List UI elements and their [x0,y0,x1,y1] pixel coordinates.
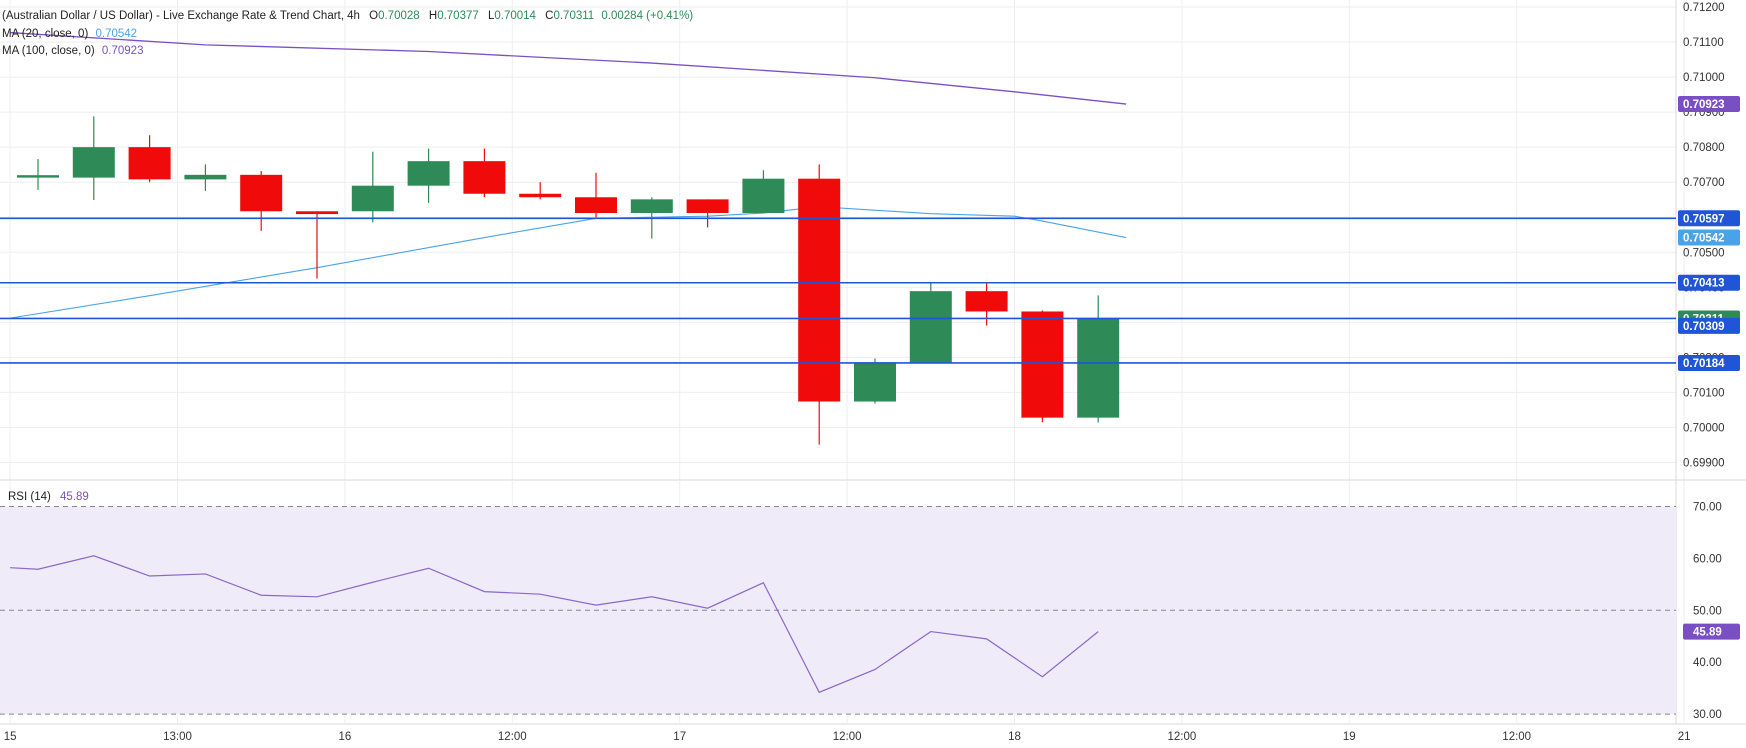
candle-body[interactable] [72,147,115,178]
candle-body[interactable] [17,175,59,178]
time-tick-label: 12:00 [833,731,862,743]
time-tick-label: 12:00 [1168,731,1197,743]
price-tick-label: 0.71200 [1683,2,1725,14]
ma100-label: MA (100, close, 0) [2,45,95,57]
candle-body[interactable] [798,178,841,402]
price-axis[interactable]: 0.712000.711000.710000.709000.708000.707… [1678,2,1740,469]
rsi-current-text: 45.89 [1693,627,1722,639]
price-tick-label: 0.70700 [1683,177,1725,189]
candle-body[interactable] [575,197,617,214]
time-tick-label: 15 [4,731,17,743]
candle-body[interactable] [630,199,673,214]
price-tick-label: 0.69900 [1683,457,1725,469]
time-tick-label: 17 [673,731,686,743]
price-tick-label: 0.70500 [1683,247,1725,259]
open-label: O [369,10,378,22]
time-tick-label: 16 [339,731,352,743]
price-label-box[interactable] [1678,274,1740,291]
time-tick-label: 19 [1343,731,1356,743]
rsi-legend[interactable]: RSI (14) 45.89 [8,491,89,503]
ma100-line [10,31,1127,105]
price-label-text: 0.70413 [1683,278,1725,290]
candle-body[interactable] [909,291,952,363]
time-tick-label: 13:00 [163,731,192,743]
open-value: 0.70028 [378,10,420,22]
close-value: 0.70311 [553,10,594,22]
ma20-legend[interactable]: MA (20, close, 0) 0.70542 [2,28,137,40]
price-label-box[interactable] [1678,96,1740,113]
time-tick-label: 21 [1678,731,1691,743]
candle-body[interactable] [742,178,785,214]
candle-body[interactable] [240,174,283,212]
candle-body[interactable] [1077,318,1120,418]
rsi-axis[interactable]: 70.00 60.00 50.00 40.00 30.00 45.89 [1683,501,1740,721]
ma100-legend[interactable]: MA (100, close, 0) 0.70923 [2,45,143,57]
price-label-text: 0.70923 [1683,99,1725,111]
price-label-text: 0.70542 [1683,233,1725,245]
moving-averages [10,31,1127,319]
time-tick-label: 12:00 [498,731,527,743]
rsi-tick-label: 30.00 [1693,709,1722,721]
time-tick-label: 18 [1008,731,1021,743]
price-label-box[interactable] [1678,210,1740,227]
rsi-value: 45.89 [60,491,89,503]
low-value: 0.70014 [494,10,536,22]
candle-body[interactable] [351,185,394,212]
rsi-tick-label: 40.00 [1693,657,1722,669]
price-label-text: 0.70309 [1683,321,1725,333]
candle-body[interactable] [463,161,506,194]
low-label: L [488,10,495,22]
candle-body[interactable] [128,147,171,180]
candle-body[interactable] [296,211,338,215]
horizontal-levels[interactable] [0,217,1676,364]
candle-body[interactable] [1021,311,1064,418]
rsi-line [10,555,1099,694]
price-tick-label: 0.70800 [1683,142,1725,154]
candle-body[interactable] [965,291,1008,312]
rsi-panel [0,481,1685,724]
rsi-label: RSI (14) [8,491,51,503]
candle-body[interactable] [407,161,450,186]
legend-line: (Australian Dollar / US Dollar) - Live E… [2,10,693,22]
price-tick-label: 0.71100 [1683,37,1724,49]
price-label-text: 0.70184 [1683,358,1725,370]
price-tick-label: 0.70100 [1683,387,1725,399]
price-tick-label: 0.70000 [1683,422,1725,434]
candle-body[interactable] [686,199,729,214]
price-label-text: 0.70597 [1683,213,1725,225]
price-label-box[interactable] [1678,317,1740,334]
ma20-label: MA (20, close, 0) [2,28,88,40]
time-axis[interactable]: 15 13:00 16 12:00 17 12:00 18 12:00 19 12:00 21 [4,731,1691,743]
candle-body[interactable] [184,174,227,180]
ma20-value: 0.70542 [96,28,138,40]
rsi-tick-label: 50.00 [1693,605,1722,617]
price-label-box[interactable] [1678,229,1740,246]
candle-body[interactable] [854,362,896,402]
price-tick-label: 0.71000 [1683,72,1725,84]
rsi-current-box[interactable] [1683,623,1740,640]
time-tick-label: 12:00 [1502,731,1531,743]
rsi-tick-label: 60.00 [1693,553,1722,565]
rsi-tick-label: 70.00 [1693,501,1722,513]
candlesticks [17,116,1120,445]
high-label: H [429,10,437,22]
high-value: 0.70377 [437,10,479,22]
price-label-box[interactable] [1678,354,1740,371]
candle-body[interactable] [519,193,562,198]
ma100-value: 0.70923 [102,45,144,57]
close-label: C [545,10,553,22]
ma20-line [10,206,1127,319]
change-value: 0.00284 (+0.41%) [601,10,693,22]
symbol-title: (Australian Dollar / US Dollar) - Live E… [2,10,360,22]
